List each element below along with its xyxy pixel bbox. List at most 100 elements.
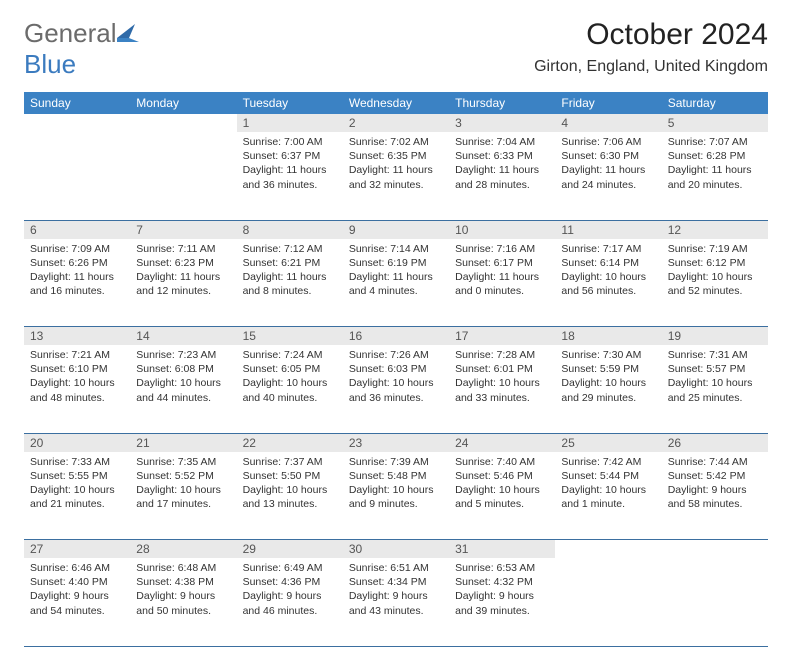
daylight-line: Daylight: 9 hours and 39 minutes. [455, 589, 549, 617]
day-details: Sunrise: 7:17 AMSunset: 6:14 PMDaylight:… [555, 239, 661, 303]
day-header: Sunday [24, 92, 130, 114]
day-number [662, 540, 768, 559]
day-details: Sunrise: 7:44 AMSunset: 5:42 PMDaylight:… [662, 452, 768, 516]
day-number: 29 [237, 540, 343, 559]
day-details: Sunrise: 7:07 AMSunset: 6:28 PMDaylight:… [662, 132, 768, 196]
daylight-line: Daylight: 11 hours and 36 minutes. [243, 163, 337, 191]
day-header: Thursday [449, 92, 555, 114]
day-number: 12 [662, 220, 768, 239]
day-number: 25 [555, 433, 661, 452]
sunrise-line: Sunrise: 7:00 AM [243, 135, 337, 149]
day-cell: Sunrise: 7:19 AMSunset: 6:12 PMDaylight:… [662, 239, 768, 327]
day-cell [130, 132, 236, 220]
sunset-line: Sunset: 6:05 PM [243, 362, 337, 376]
day-number: 18 [555, 327, 661, 346]
day-cell: Sunrise: 6:48 AMSunset: 4:38 PMDaylight:… [130, 558, 236, 646]
daylight-line: Daylight: 11 hours and 28 minutes. [455, 163, 549, 191]
day-number [555, 540, 661, 559]
day-number: 11 [555, 220, 661, 239]
sunrise-line: Sunrise: 7:40 AM [455, 455, 549, 469]
day-cell: Sunrise: 7:33 AMSunset: 5:55 PMDaylight:… [24, 452, 130, 540]
day-number [24, 114, 130, 132]
day-cell [662, 558, 768, 646]
day-number: 20 [24, 433, 130, 452]
day-details: Sunrise: 6:48 AMSunset: 4:38 PMDaylight:… [130, 558, 236, 622]
day-number: 26 [662, 433, 768, 452]
daylight-line: Daylight: 10 hours and 40 minutes. [243, 376, 337, 404]
header: GeneralBlue October 2024 Girton, England… [24, 18, 768, 80]
sunrise-line: Sunrise: 7:19 AM [668, 242, 762, 256]
day-number: 7 [130, 220, 236, 239]
day-number: 13 [24, 327, 130, 346]
day-details: Sunrise: 7:23 AMSunset: 6:08 PMDaylight:… [130, 345, 236, 409]
daylight-line: Daylight: 10 hours and 25 minutes. [668, 376, 762, 404]
day-details: Sunrise: 6:49 AMSunset: 4:36 PMDaylight:… [237, 558, 343, 622]
day-cell: Sunrise: 7:23 AMSunset: 6:08 PMDaylight:… [130, 345, 236, 433]
sunset-line: Sunset: 5:50 PM [243, 469, 337, 483]
sunset-line: Sunset: 6:23 PM [136, 256, 230, 270]
logo: GeneralBlue [24, 18, 139, 80]
logo-icon [117, 18, 139, 49]
day-header: Friday [555, 92, 661, 114]
day-details: Sunrise: 7:42 AMSunset: 5:44 PMDaylight:… [555, 452, 661, 516]
sunrise-line: Sunrise: 6:51 AM [349, 561, 443, 575]
sunrise-line: Sunrise: 7:39 AM [349, 455, 443, 469]
day-cell: Sunrise: 7:21 AMSunset: 6:10 PMDaylight:… [24, 345, 130, 433]
sunset-line: Sunset: 6:10 PM [30, 362, 124, 376]
sunrise-line: Sunrise: 7:02 AM [349, 135, 443, 149]
day-details: Sunrise: 7:14 AMSunset: 6:19 PMDaylight:… [343, 239, 449, 303]
sunrise-line: Sunrise: 7:06 AM [561, 135, 655, 149]
sunset-line: Sunset: 6:28 PM [668, 149, 762, 163]
daylight-line: Daylight: 10 hours and 48 minutes. [30, 376, 124, 404]
day-header: Saturday [662, 92, 768, 114]
sunset-line: Sunset: 6:14 PM [561, 256, 655, 270]
day-cell: Sunrise: 7:40 AMSunset: 5:46 PMDaylight:… [449, 452, 555, 540]
day-cell: Sunrise: 7:31 AMSunset: 5:57 PMDaylight:… [662, 345, 768, 433]
sunrise-line: Sunrise: 7:42 AM [561, 455, 655, 469]
day-cell: Sunrise: 7:12 AMSunset: 6:21 PMDaylight:… [237, 239, 343, 327]
day-details: Sunrise: 7:37 AMSunset: 5:50 PMDaylight:… [237, 452, 343, 516]
day-header: Monday [130, 92, 236, 114]
sunset-line: Sunset: 6:19 PM [349, 256, 443, 270]
sunset-line: Sunset: 6:21 PM [243, 256, 337, 270]
daylight-line: Daylight: 10 hours and 29 minutes. [561, 376, 655, 404]
day-cell: Sunrise: 7:37 AMSunset: 5:50 PMDaylight:… [237, 452, 343, 540]
day-cell: Sunrise: 6:46 AMSunset: 4:40 PMDaylight:… [24, 558, 130, 646]
day-number-row: 13141516171819 [24, 327, 768, 346]
day-cell: Sunrise: 7:26 AMSunset: 6:03 PMDaylight:… [343, 345, 449, 433]
day-cell: Sunrise: 7:04 AMSunset: 6:33 PMDaylight:… [449, 132, 555, 220]
day-number: 8 [237, 220, 343, 239]
sunrise-line: Sunrise: 7:30 AM [561, 348, 655, 362]
day-details: Sunrise: 7:26 AMSunset: 6:03 PMDaylight:… [343, 345, 449, 409]
sunrise-line: Sunrise: 7:12 AM [243, 242, 337, 256]
sunrise-line: Sunrise: 7:16 AM [455, 242, 549, 256]
day-details: Sunrise: 6:53 AMSunset: 4:32 PMDaylight:… [449, 558, 555, 622]
daylight-line: Daylight: 11 hours and 20 minutes. [668, 163, 762, 191]
day-number [130, 114, 236, 132]
day-cell: Sunrise: 7:16 AMSunset: 6:17 PMDaylight:… [449, 239, 555, 327]
month-title: October 2024 [534, 18, 768, 52]
sunset-line: Sunset: 6:37 PM [243, 149, 337, 163]
daylight-line: Daylight: 11 hours and 4 minutes. [349, 270, 443, 298]
daylight-line: Daylight: 9 hours and 54 minutes. [30, 589, 124, 617]
day-details: Sunrise: 7:06 AMSunset: 6:30 PMDaylight:… [555, 132, 661, 196]
day-details: Sunrise: 7:35 AMSunset: 5:52 PMDaylight:… [130, 452, 236, 516]
sunset-line: Sunset: 5:46 PM [455, 469, 549, 483]
sunrise-line: Sunrise: 7:07 AM [668, 135, 762, 149]
day-details: Sunrise: 7:33 AMSunset: 5:55 PMDaylight:… [24, 452, 130, 516]
sunrise-line: Sunrise: 7:28 AM [455, 348, 549, 362]
day-number: 15 [237, 327, 343, 346]
sunset-line: Sunset: 6:26 PM [30, 256, 124, 270]
sunset-line: Sunset: 5:42 PM [668, 469, 762, 483]
daylight-line: Daylight: 11 hours and 32 minutes. [349, 163, 443, 191]
day-cell [24, 132, 130, 220]
sunrise-line: Sunrise: 7:44 AM [668, 455, 762, 469]
sunrise-line: Sunrise: 6:46 AM [30, 561, 124, 575]
day-number: 23 [343, 433, 449, 452]
daylight-line: Daylight: 10 hours and 13 minutes. [243, 483, 337, 511]
day-details: Sunrise: 6:46 AMSunset: 4:40 PMDaylight:… [24, 558, 130, 622]
day-number: 10 [449, 220, 555, 239]
sunset-line: Sunset: 4:36 PM [243, 575, 337, 589]
sunrise-line: Sunrise: 7:24 AM [243, 348, 337, 362]
day-cell: Sunrise: 7:02 AMSunset: 6:35 PMDaylight:… [343, 132, 449, 220]
